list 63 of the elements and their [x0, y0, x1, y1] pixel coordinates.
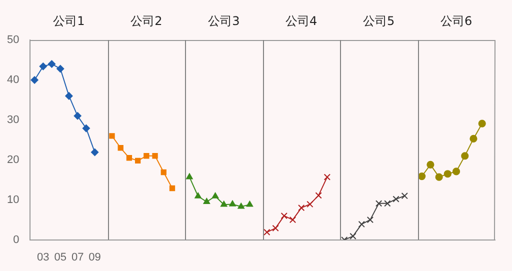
point	[289, 216, 296, 224]
point	[358, 220, 365, 228]
point	[65, 92, 73, 100]
point	[418, 172, 426, 180]
text: 公司6	[440, 14, 472, 28]
point	[134, 158, 141, 164]
point	[324, 174, 330, 180]
point	[298, 204, 305, 212]
x-tick-label: 09	[88, 251, 101, 264]
x-tick-label: 03	[37, 251, 50, 264]
point	[350, 232, 356, 240]
point	[90, 148, 99, 156]
point	[126, 155, 132, 161]
point	[401, 192, 408, 200]
point	[118, 145, 124, 151]
point	[39, 62, 47, 70]
point	[272, 224, 279, 232]
point	[315, 192, 322, 199]
point	[144, 153, 150, 159]
text: 公司3	[208, 14, 240, 28]
point	[48, 60, 56, 68]
y-tick-label: 20	[6, 154, 20, 166]
text: 公司2	[130, 14, 162, 28]
point	[169, 185, 176, 192]
point	[452, 168, 460, 176]
point	[435, 173, 443, 181]
point	[470, 134, 478, 142]
point	[220, 200, 228, 207]
point	[246, 200, 254, 207]
point	[238, 202, 244, 209]
point	[264, 228, 270, 236]
point	[186, 173, 193, 180]
x-tick-label: 05	[54, 251, 66, 264]
y-tick-label: 10	[6, 194, 20, 206]
text: 公司1	[53, 14, 85, 28]
point	[82, 124, 90, 132]
x-tick-label: 07	[71, 251, 84, 264]
point	[30, 76, 38, 84]
point	[229, 200, 236, 206]
point	[375, 200, 382, 207]
point	[203, 198, 210, 204]
point	[306, 200, 314, 208]
point	[392, 196, 400, 202]
y-tick-label: 40	[6, 74, 20, 86]
y-tick-label: 0	[13, 234, 20, 246]
point	[152, 153, 158, 159]
point	[426, 160, 434, 168]
point	[109, 133, 115, 139]
point	[194, 192, 202, 198]
y-tick-label: 30	[6, 114, 20, 126]
point	[56, 64, 64, 73]
point	[461, 152, 469, 160]
point	[212, 192, 219, 198]
y-tick-label: 50	[6, 34, 20, 46]
point	[160, 169, 166, 176]
text: 公司5	[362, 14, 395, 28]
text: 公司4	[286, 14, 318, 28]
point	[384, 200, 391, 207]
point	[478, 120, 486, 128]
point	[366, 216, 374, 224]
point	[280, 212, 288, 220]
point	[444, 170, 452, 178]
point	[74, 112, 82, 120]
